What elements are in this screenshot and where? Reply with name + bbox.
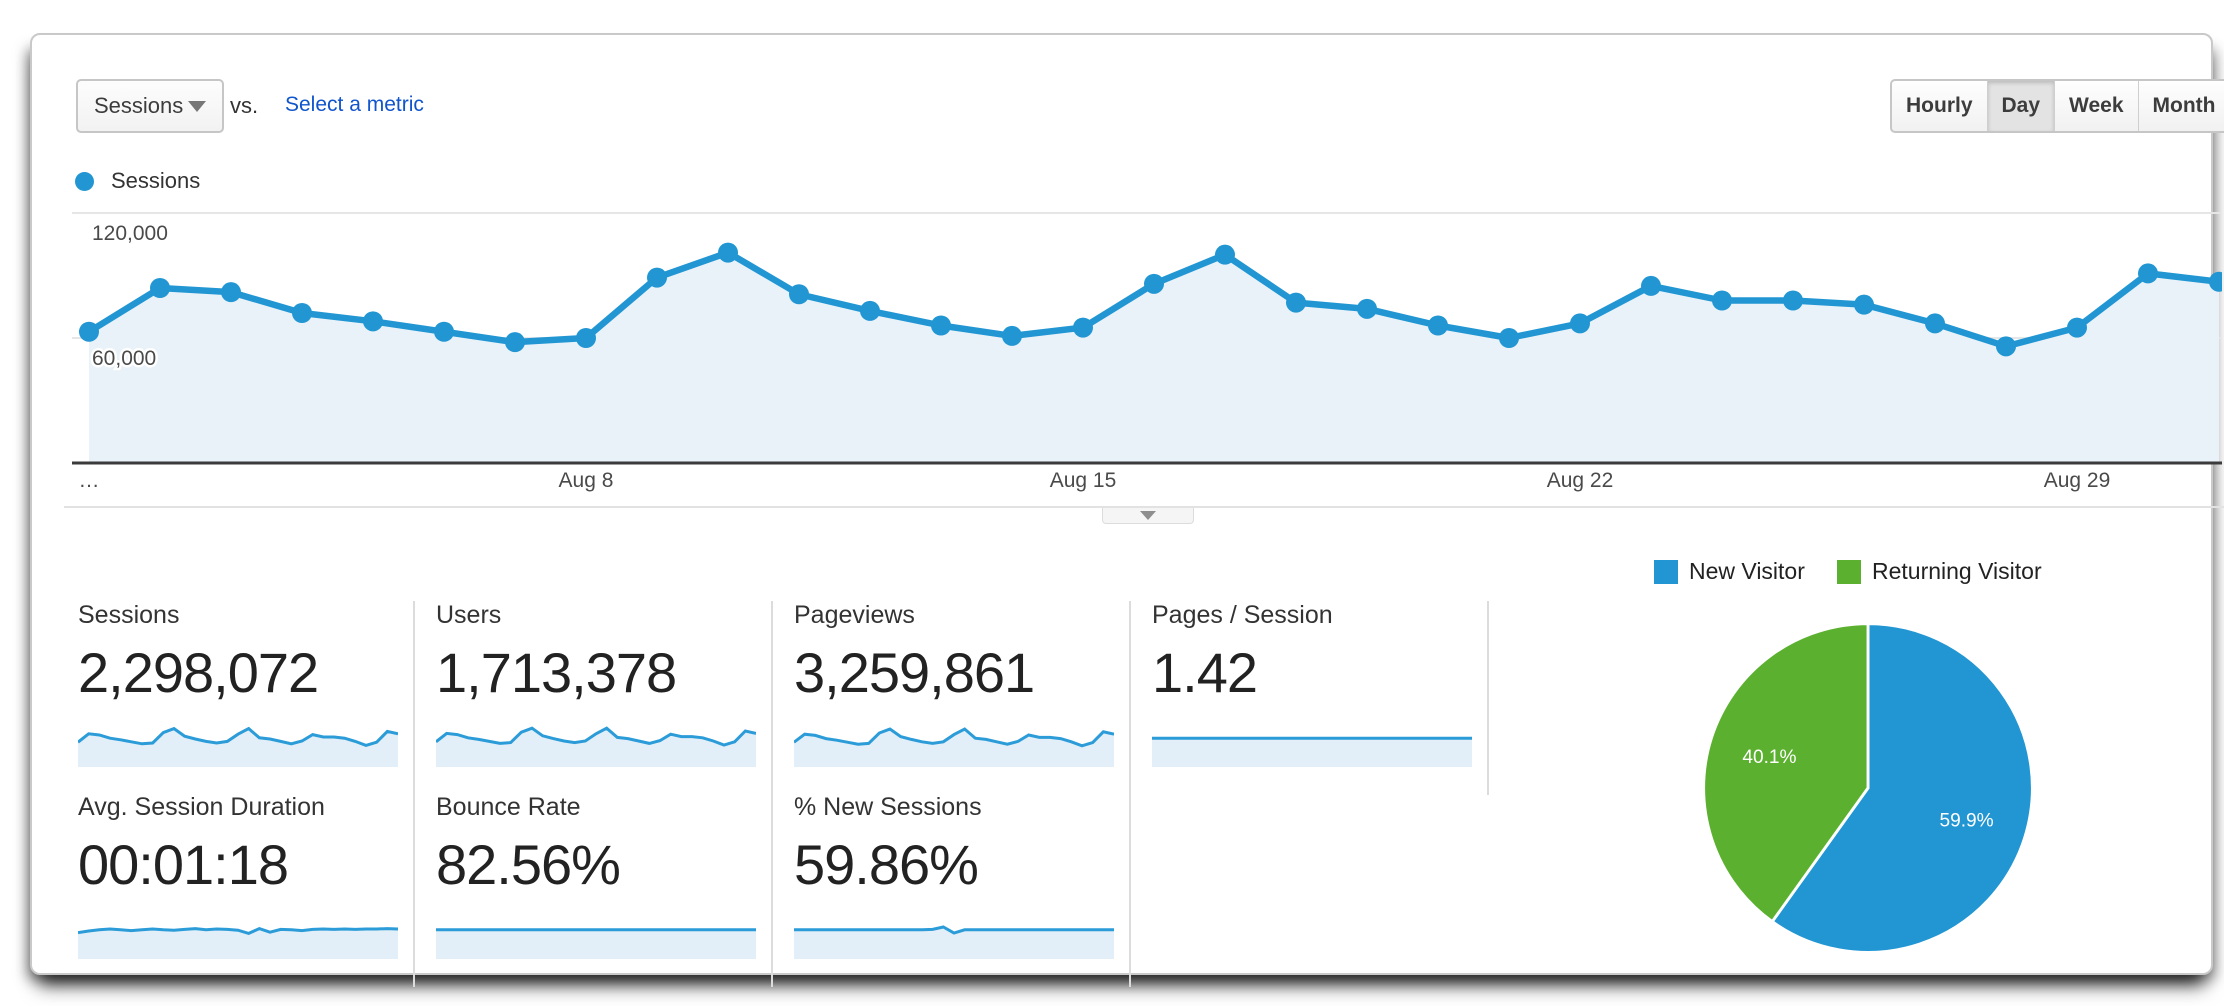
metric-card-new-sessions-pct[interactable]: % New Sessions 59.86%: [794, 793, 1131, 987]
pages-per-session-sparkline: [1152, 736, 1472, 767]
users-sparkline: [436, 726, 756, 767]
data-point[interactable]: [1712, 290, 1732, 311]
timeline-divider: [64, 506, 2224, 508]
card-label: Bounce Rate: [436, 793, 581, 821]
chevron-down-icon: [1140, 511, 1156, 520]
svg-text:40.1%: 40.1%: [1742, 747, 1796, 768]
data-point[interactable]: [1002, 325, 1022, 346]
card-value: 82.56%: [436, 833, 621, 896]
data-point[interactable]: [2138, 263, 2158, 284]
data-point[interactable]: [1570, 313, 1590, 334]
card-value: 2,298,072: [78, 641, 319, 704]
data-point[interactable]: [434, 321, 454, 342]
data-point[interactable]: [718, 242, 738, 263]
data-point[interactable]: [505, 332, 525, 353]
svg-text:Aug 8: Aug 8: [559, 469, 614, 492]
data-point[interactable]: [363, 311, 383, 332]
returning-visitor-swatch-icon: [1837, 559, 1861, 584]
data-point[interactable]: [1783, 290, 1803, 311]
data-point[interactable]: [1641, 275, 1661, 296]
avg-session-duration-sparkline: [78, 926, 398, 959]
report-panel: Sessions vs. Select a metric Hourly Day …: [30, 33, 2224, 987]
metric-card-avg-session-duration[interactable]: Avg. Session Duration 00:01:18: [78, 793, 415, 987]
svg-text:Aug 15: Aug 15: [1050, 469, 1117, 492]
data-point[interactable]: [2067, 317, 2087, 338]
card-label: Sessions: [78, 601, 180, 629]
card-value: 00:01:18: [78, 833, 289, 896]
metric-selector-label: Sessions: [94, 93, 184, 118]
data-point[interactable]: [647, 267, 667, 288]
card-value: 1,713,378: [436, 641, 677, 704]
metric-card-pageviews[interactable]: Pageviews 3,259,861: [794, 601, 1131, 795]
data-point[interactable]: [221, 282, 241, 303]
sessions-sparkline: [78, 726, 398, 767]
data-point[interactable]: [1925, 313, 1945, 334]
vs-label: vs.: [230, 93, 259, 118]
metric-card-bounce-rate[interactable]: Bounce Rate 82.56%: [436, 793, 773, 987]
data-point[interactable]: [1215, 244, 1235, 265]
new-visitor-label: New Visitor: [1689, 558, 1805, 584]
pie-slice[interactable]: [1770, 622, 2034, 954]
metric-selector-dropdown[interactable]: Sessions: [76, 79, 224, 133]
data-point[interactable]: [860, 300, 880, 321]
chevron-down-icon: [188, 100, 206, 112]
data-point[interactable]: [1854, 294, 1874, 315]
granularity-day-button[interactable]: Day: [1987, 81, 2056, 131]
data-point[interactable]: [1428, 315, 1448, 336]
sessions-series-dot-icon: [75, 171, 94, 191]
svg-text:Aug 29: Aug 29: [2044, 469, 2111, 492]
data-point[interactable]: [2209, 271, 2222, 292]
svg-text:60,000: 60,000: [92, 347, 156, 370]
granularity-week-button[interactable]: Week: [2055, 81, 2139, 131]
metric-card-pages-per-session[interactable]: Pages / Session 1.42: [1152, 601, 1489, 795]
visitor-type-pie-chart[interactable]: 59.9% 40.1%: [1696, 616, 2040, 960]
card-value: 59.86%: [794, 833, 979, 896]
data-point[interactable]: [789, 284, 809, 305]
select-metric-link[interactable]: Select a metric: [285, 93, 424, 116]
data-point[interactable]: [1357, 298, 1377, 319]
new-visitor-swatch-icon: [1654, 559, 1678, 584]
data-point[interactable]: [576, 328, 596, 348]
metric-card-users[interactable]: Users 1,713,378: [436, 601, 773, 795]
granularity-month-button[interactable]: Month: [2139, 81, 2224, 131]
pageviews-sparkline: [794, 727, 1114, 767]
metric-card-sessions[interactable]: Sessions 2,298,072: [78, 601, 415, 795]
new-sessions-sparkline: [794, 925, 1114, 959]
data-point[interactable]: [931, 315, 951, 336]
bounce-rate-sparkline: [436, 928, 756, 959]
card-label: Pages / Session: [1152, 601, 1333, 629]
sessions-line-chart[interactable]: 120,000 60,000 … Aug 8 Aug 15 Aug 22 Aug 29: [72, 165, 2222, 495]
svg-text:Aug 22: Aug 22: [1547, 469, 1614, 492]
svg-text:59.9%: 59.9%: [1939, 810, 1993, 831]
card-label: Avg. Session Duration: [78, 793, 325, 821]
svg-text:…: …: [79, 469, 100, 492]
card-label: Users: [436, 601, 502, 629]
pie-legend-returning-visitor[interactable]: Returning Visitor: [1837, 558, 2042, 585]
card-label: Pageviews: [794, 601, 915, 629]
data-point[interactable]: [1499, 328, 1519, 348]
data-point[interactable]: [79, 321, 99, 342]
granularity-hourly-button[interactable]: Hourly: [1892, 81, 1988, 131]
data-point[interactable]: [1144, 273, 1164, 294]
card-value: 1.42: [1152, 641, 1258, 704]
returning-visitor-label: Returning Visitor: [1872, 558, 2042, 584]
card-label: % New Sessions: [794, 793, 982, 821]
svg-text:120,000: 120,000: [92, 222, 168, 245]
line-chart-legend: Sessions: [75, 168, 200, 194]
pie-slice[interactable]: [1702, 622, 1870, 924]
data-point[interactable]: [1996, 336, 2016, 357]
sessions-series-label: Sessions: [111, 168, 201, 193]
granularity-switcher: Hourly Day Week Month: [1890, 79, 2224, 133]
data-point[interactable]: [292, 303, 312, 323]
collapse-chart-handle[interactable]: [1102, 508, 1194, 524]
data-point[interactable]: [1073, 317, 1093, 338]
pie-legend-new-visitor[interactable]: New Visitor: [1654, 558, 1805, 585]
card-value: 3,259,861: [794, 641, 1035, 704]
data-point[interactable]: [150, 278, 170, 298]
data-point[interactable]: [1286, 292, 1306, 313]
